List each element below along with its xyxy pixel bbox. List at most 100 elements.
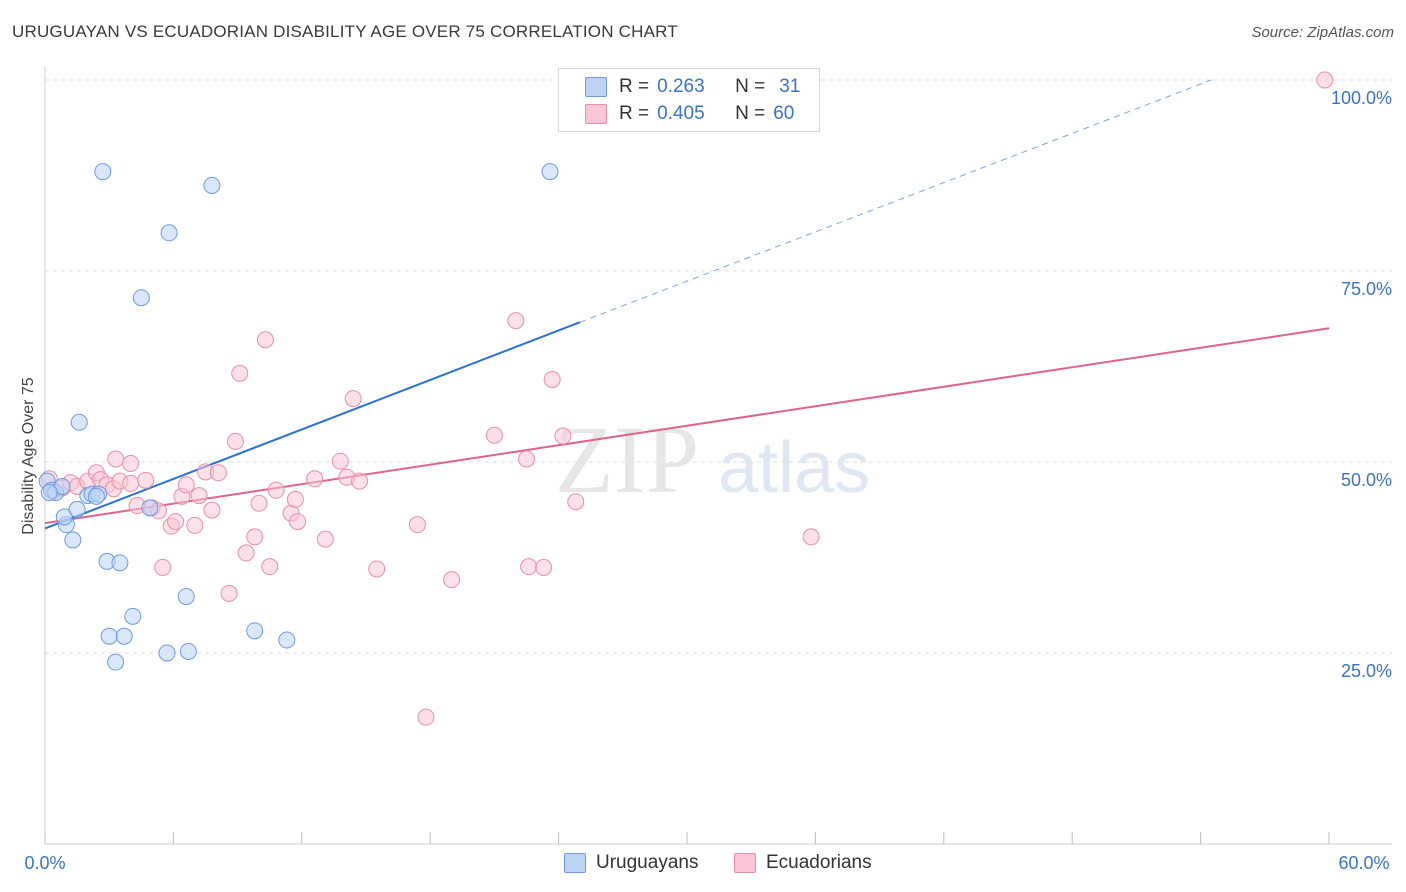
ecuadorian-point bbox=[226, 432, 244, 450]
uruguayan-point bbox=[179, 642, 197, 660]
uruguayan-point bbox=[177, 587, 195, 605]
ecuadorian-point bbox=[518, 450, 535, 468]
bottom-legend-label-ecuadorians: Ecuadorians bbox=[766, 852, 872, 873]
legend-n-label: N = bbox=[735, 103, 766, 124]
grid-lines bbox=[45, 79, 1392, 654]
ecuadorian-point bbox=[286, 490, 304, 508]
legend-r-value: 0.405 bbox=[657, 103, 705, 124]
uruguayan-point bbox=[160, 224, 178, 242]
ecuadorian-point bbox=[535, 558, 553, 576]
ecuadorian-point bbox=[351, 472, 369, 490]
uruguayan-point bbox=[87, 487, 105, 505]
uruguayan-point bbox=[278, 631, 296, 649]
uruguayan-point bbox=[94, 163, 112, 181]
ecuadorian-point bbox=[368, 560, 386, 578]
ecuadorian-point bbox=[331, 452, 349, 470]
uruguayan-point bbox=[246, 622, 264, 640]
x-tick-label-min: 0.0% bbox=[24, 853, 65, 873]
uruguayan-point bbox=[111, 554, 129, 572]
uruguayan-point bbox=[132, 289, 150, 307]
ecuadorian-point bbox=[167, 513, 185, 531]
uruguayan-point bbox=[40, 484, 58, 502]
chart-title: URUGUAYAN VS ECUADORIAN DISABILITY AGE O… bbox=[12, 22, 678, 41]
bottom-legend-label-uruguayans: Uruguayans bbox=[596, 852, 699, 873]
uruguayan-point bbox=[203, 176, 221, 194]
ecuadorian-point bbox=[203, 501, 221, 519]
bottom-legend-ecuadorians: Ecuadorians bbox=[734, 852, 872, 874]
trend-lines bbox=[44, 79, 1330, 530]
y-tick-label: 25.0% bbox=[1341, 661, 1392, 681]
legend-r-value: 0.263 bbox=[657, 76, 705, 97]
y-tick-labels: 100.0% 75.0% 50.0% 25.0% bbox=[1331, 88, 1392, 681]
legend-r-label: R = bbox=[619, 76, 650, 97]
ecuadorian-point bbox=[543, 370, 561, 388]
bottom-legend-swatch-uruguayans bbox=[564, 853, 586, 873]
uruguayan-point bbox=[70, 413, 88, 431]
legend-swatch-uruguayans bbox=[585, 77, 607, 97]
source-label: Source: ZipAtlas.com bbox=[1251, 24, 1394, 41]
ecuadorian-point bbox=[177, 476, 195, 494]
ecuadorian-point bbox=[306, 470, 324, 488]
ecuadorian-point bbox=[137, 471, 155, 489]
ecuadorian-point bbox=[256, 331, 274, 349]
legend-n-value: 31 bbox=[779, 76, 801, 97]
ecuadorian-point bbox=[485, 426, 503, 444]
ecuadorian-point bbox=[443, 571, 461, 589]
ecuadorian-point bbox=[154, 558, 172, 576]
watermark-atlas: atlas bbox=[718, 428, 870, 508]
y-axis-label: Disability Age Over 75 bbox=[20, 377, 37, 535]
ecuadorian-point bbox=[344, 390, 362, 408]
ecuadorian-point bbox=[190, 487, 208, 505]
ecuadorian-point bbox=[267, 481, 285, 499]
ecuadorian-point bbox=[220, 584, 238, 602]
ecuadorian-point bbox=[289, 513, 307, 531]
legend-n-label: N = bbox=[735, 76, 766, 97]
legend-swatch-ecuadorians bbox=[585, 104, 607, 124]
ecuadorian-point bbox=[408, 516, 426, 534]
y-tick-label: 50.0% bbox=[1341, 470, 1392, 490]
ecuadorian-trend-line bbox=[44, 327, 1330, 525]
uruguayan-point bbox=[541, 163, 559, 181]
ecuadorian-point bbox=[520, 558, 538, 576]
legend-row-uruguayans: R = 0.263 N = 31 bbox=[585, 74, 800, 100]
axes bbox=[44, 67, 1392, 845]
uruguayan-trend-line bbox=[44, 321, 581, 530]
x-tick-label-max: 60.0% bbox=[1338, 853, 1389, 873]
bottom-legend: Uruguayans Ecuadorians bbox=[0, 852, 1406, 878]
y-tick-label: 75.0% bbox=[1341, 279, 1392, 299]
legend-box: R = 0.263 N = 31 R = 0.405 N = 60 bbox=[558, 68, 820, 132]
uruguayan-point bbox=[55, 508, 73, 526]
ecuadorian-point bbox=[246, 528, 264, 546]
x-ticks bbox=[44, 832, 1330, 844]
legend-n-value: 60 bbox=[773, 103, 795, 124]
ecuadorian-point bbox=[250, 494, 268, 512]
ecuadorian-points bbox=[40, 71, 1334, 726]
bottom-legend-uruguayans: Uruguayans bbox=[564, 852, 698, 874]
ecuadorian-point bbox=[122, 474, 140, 492]
ecuadorian-point bbox=[237, 544, 255, 562]
ecuadorian-point bbox=[1316, 71, 1334, 89]
ecuadorian-point bbox=[567, 493, 585, 511]
legend-r-label: R = bbox=[619, 103, 650, 124]
ecuadorian-point bbox=[122, 455, 140, 473]
ecuadorian-point bbox=[802, 528, 820, 546]
ecuadorian-point bbox=[186, 516, 204, 534]
uruguayan-point bbox=[124, 607, 142, 625]
uruguayan-point bbox=[68, 500, 86, 518]
ecuadorian-point bbox=[261, 558, 279, 576]
ecuadorian-point bbox=[231, 364, 249, 382]
ecuadorian-point bbox=[554, 427, 572, 445]
uruguayan-point bbox=[100, 627, 118, 645]
uruguayan-point bbox=[107, 653, 125, 671]
uruguayan-point bbox=[64, 531, 82, 549]
ecuadorian-point bbox=[417, 708, 435, 726]
uruguayan-points bbox=[38, 163, 559, 671]
uruguayan-point bbox=[115, 627, 133, 645]
bottom-legend-swatch-ecuadorians bbox=[734, 853, 756, 873]
ecuadorian-point bbox=[316, 530, 334, 548]
ecuadorian-point bbox=[209, 464, 227, 482]
uruguayan-point bbox=[158, 644, 176, 662]
uruguayan-point bbox=[141, 499, 159, 517]
uruguayan-trend-extension bbox=[579, 79, 1212, 323]
